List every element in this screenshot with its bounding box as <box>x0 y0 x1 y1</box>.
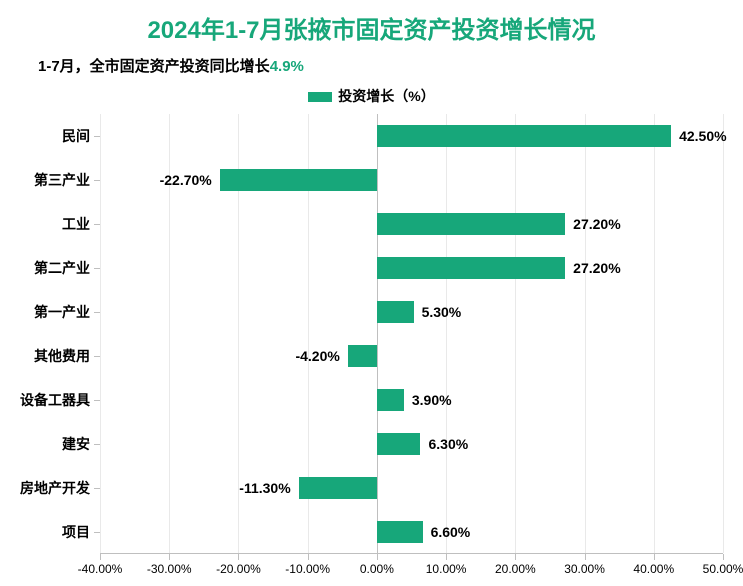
bar <box>377 213 565 235</box>
y-tick-mark <box>94 444 100 445</box>
value-label: 27.20% <box>573 216 620 232</box>
y-tick-mark <box>94 488 100 489</box>
subtitle-highlight: 4.9% <box>270 58 304 75</box>
bar <box>377 257 565 279</box>
bar-row: 项目6.60% <box>100 510 723 554</box>
x-tick-label: 0.00% <box>360 562 394 576</box>
bar <box>377 521 423 543</box>
bar-row: 其他费用-4.20% <box>100 334 723 378</box>
value-label: 42.50% <box>679 128 726 144</box>
value-label: 5.30% <box>422 304 462 320</box>
x-tick-label: 30.00% <box>564 562 605 576</box>
legend-label: 投资增长（%） <box>338 88 434 104</box>
x-tick-label: -10.00% <box>285 562 330 576</box>
value-label: 6.60% <box>431 524 471 540</box>
y-tick-mark <box>94 224 100 225</box>
category-label: 房地产开发 <box>20 478 100 498</box>
bar-row: 第三产业-22.70% <box>100 158 723 202</box>
y-tick-mark <box>94 268 100 269</box>
bars-container: 民间42.50%第三产业-22.70%工业27.20%第二产业27.20%第一产… <box>100 114 723 553</box>
bar <box>377 125 671 147</box>
bar-row: 设备工器具3.90% <box>100 378 723 422</box>
x-tick-label: 40.00% <box>633 562 674 576</box>
value-label: -22.70% <box>160 172 212 188</box>
category-label: 设备工器具 <box>20 390 100 410</box>
plot-area: 民间42.50%第三产业-22.70%工业27.20%第二产业27.20%第一产… <box>100 114 723 554</box>
bar <box>220 169 377 191</box>
x-tick-label: 20.00% <box>495 562 536 576</box>
y-tick-mark <box>94 532 100 533</box>
bar <box>377 301 414 323</box>
y-tick-mark <box>94 356 100 357</box>
bar-row: 建安6.30% <box>100 422 723 466</box>
value-label: 6.30% <box>428 436 468 452</box>
legend-swatch <box>308 92 332 102</box>
bar-row: 房地产开发-11.30% <box>100 466 723 510</box>
subtitle-prefix: 1-7月，全市固定资产投资同比增长 <box>38 58 270 75</box>
gridline <box>723 114 724 553</box>
value-label: -11.30% <box>239 480 290 496</box>
category-label: 第一产业 <box>20 302 100 322</box>
value-label: 3.90% <box>412 392 452 408</box>
bar <box>299 477 377 499</box>
chart-title: 2024年1-7月张掖市固定资产投资增长情况 <box>0 0 743 45</box>
category-label: 其他费用 <box>20 346 100 366</box>
category-label: 项目 <box>20 522 100 542</box>
x-tick-label: 50.00% <box>703 562 743 576</box>
chart: 民间42.50%第三产业-22.70%工业27.20%第二产业27.20%第一产… <box>20 114 723 582</box>
bar-row: 工业27.20% <box>100 202 723 246</box>
y-tick-mark <box>94 136 100 137</box>
bar-row: 民间42.50% <box>100 114 723 158</box>
value-label: 27.20% <box>573 260 620 276</box>
category-label: 建安 <box>20 434 100 454</box>
x-tick-label: -40.00% <box>78 562 123 576</box>
category-label: 民间 <box>20 126 100 146</box>
y-tick-mark <box>94 400 100 401</box>
x-tick-label: 10.00% <box>426 562 467 576</box>
bar <box>377 433 421 455</box>
value-label: -4.20% <box>295 348 339 364</box>
x-axis: -40.00%-30.00%-20.00%-10.00%0.00%10.00%2… <box>100 554 723 582</box>
y-tick-mark <box>94 180 100 181</box>
category-label: 第三产业 <box>20 170 100 190</box>
x-tick-label: -30.00% <box>147 562 192 576</box>
bar <box>377 389 404 411</box>
category-label: 第二产业 <box>20 258 100 278</box>
y-tick-mark <box>94 312 100 313</box>
chart-subtitle: 1-7月，全市固定资产投资同比增长4.9% <box>0 45 743 76</box>
bar <box>348 345 377 367</box>
category-label: 工业 <box>20 214 100 234</box>
bar-row: 第二产业27.20% <box>100 246 723 290</box>
legend: 投资增长（%） <box>0 76 743 110</box>
bar-row: 第一产业5.30% <box>100 290 723 334</box>
x-tick-label: -20.00% <box>216 562 261 576</box>
